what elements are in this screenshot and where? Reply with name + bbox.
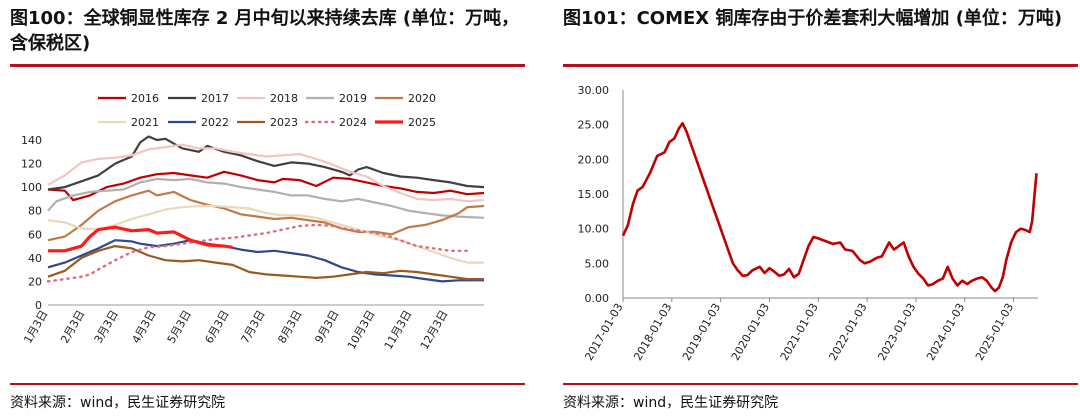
- x-tick-label: 12月3日: [418, 308, 451, 352]
- legend-label-2020: 2020: [408, 92, 436, 105]
- y-tick-label: 25.00: [578, 119, 610, 132]
- series-line-2025: [48, 225, 233, 253]
- y-tick-label: 120: [21, 158, 42, 171]
- x-tick-label: 2月3日: [58, 308, 87, 346]
- legend-label-2017: 2017: [201, 92, 229, 105]
- legend-label-2018: 2018: [270, 92, 298, 105]
- inventory-chart-panel: 图100：全球铜显性库存 2 月中旬以来持续去库 (单位：万吨，含保税区) 0 2…: [0, 0, 527, 419]
- x-tick-label: 11月3日: [382, 308, 415, 352]
- x-tick-label: 2020-01-03: [729, 301, 772, 363]
- y-tick-label: 30.00: [578, 84, 610, 97]
- series-line-2016: [47, 170, 485, 202]
- x-tick-label: 2023-01-03: [875, 301, 918, 363]
- chart-source: 资料来源：wind，民生证券研究院: [10, 395, 226, 411]
- title-divider: [563, 64, 1078, 67]
- legend-label-2022: 2022: [201, 116, 229, 129]
- y-tick-label: 60: [28, 228, 42, 241]
- y-tick-label: 100: [21, 181, 42, 194]
- series-line-2024: [46, 223, 469, 283]
- x-tick-label: 2025-01-03: [973, 301, 1016, 363]
- x-tick-label: 2021-01-03: [778, 301, 821, 363]
- legend-label-2024: 2024: [339, 116, 367, 129]
- series-line-2023: [47, 245, 484, 281]
- x-tick-label: 5月3日: [165, 308, 194, 346]
- x-tick-label: 7月3日: [239, 308, 268, 346]
- comex-chart-panel: 图101：COMEX 铜库存由于价差套利大幅增加 (单位：万吨) 0.00 5.0…: [553, 0, 1080, 419]
- chart-title: 图101：COMEX 铜库存由于价差套利大幅增加 (单位：万吨): [563, 8, 1063, 29]
- y-tick-label: 5.00: [585, 257, 610, 270]
- global-copper-inventory-chart: 0 20 40 60 80 100 120 140 1月3日 2月3日 3月3日 4月3日 5月3日 6月…: [21, 92, 485, 352]
- y-tick-label: 40: [28, 252, 42, 265]
- x-tick-label: 2017-01-03: [582, 301, 625, 363]
- y-tick-label: 0.00: [585, 292, 610, 305]
- x-tick-label: 2018-01-03: [631, 301, 674, 363]
- y-tick-label: 15.00: [578, 188, 610, 201]
- series-line-2017: [47, 135, 485, 191]
- series-line-2022: [47, 239, 484, 283]
- x-tick-label: 10月3日: [345, 308, 378, 352]
- y-tick-label: 80: [28, 205, 42, 218]
- x-tick-label: 3月3日: [92, 308, 121, 346]
- series-line-2019: [47, 177, 485, 219]
- y-tick-label: 140: [21, 134, 42, 147]
- y-tick-label: 20.00: [578, 153, 610, 166]
- y-tick-label: 20: [28, 275, 42, 288]
- y-tick-label: 10.00: [578, 223, 610, 236]
- legend-label-2023: 2023: [270, 116, 298, 129]
- series-line-2021: [47, 204, 484, 264]
- series-line-2020: [47, 189, 485, 242]
- comex-copper-inventory-chart: 0.00 5.00 10.00 15.00 20.00 25.00 30.00 2017-01…: [578, 84, 1038, 363]
- title-divider: [10, 64, 525, 67]
- chart-title: 图100：全球铜显性库存 2 月中旬以来持续去库 (单位：万吨，含保税区): [10, 8, 520, 54]
- comex-inventory-line: [621, 122, 1038, 293]
- legend-label-2021: 2021: [131, 116, 159, 129]
- x-tick-label: 4月3日: [130, 308, 159, 346]
- x-tick-label: 6月3日: [202, 308, 231, 346]
- chart-source: 资料来源：wind，民生证券研究院: [563, 395, 779, 411]
- series-line-2018: [47, 143, 485, 203]
- x-tick-label: 2019-01-03: [680, 301, 723, 363]
- footer-divider: [563, 383, 1078, 385]
- legend-label-2019: 2019: [339, 92, 367, 105]
- x-tick-label: 1月3日: [21, 308, 50, 346]
- x-tick-label: 2024-01-03: [924, 301, 967, 363]
- x-tick-label: 8月3日: [275, 308, 304, 346]
- footer-divider: [10, 383, 525, 385]
- y-tick-label: 0: [35, 299, 42, 312]
- x-tick-label: 2022-01-03: [826, 301, 869, 363]
- legend-label-2025: 2025: [408, 116, 436, 129]
- x-tick-label: 9月3日: [312, 308, 341, 346]
- legend-label-2016: 2016: [131, 92, 159, 105]
